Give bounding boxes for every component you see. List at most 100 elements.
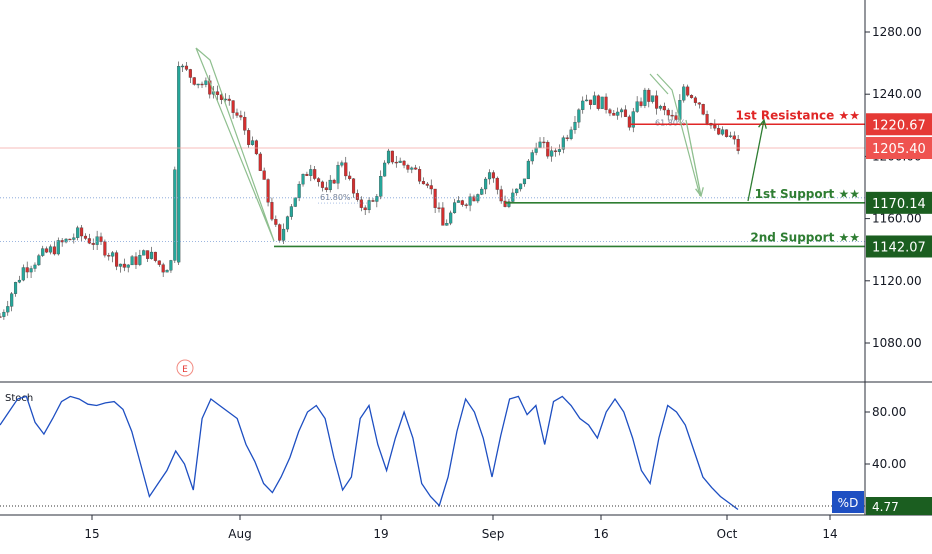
candle-body (464, 204, 468, 206)
level-label: 2nd Support ★★ (750, 230, 860, 244)
candle-body (17, 279, 21, 283)
projection-arrow[interactable] (685, 119, 702, 197)
candle-body (538, 141, 542, 148)
candle-body (647, 89, 651, 102)
candle-body (21, 267, 25, 281)
candle-body (317, 178, 321, 183)
price-axis-label: 1170.14 (872, 197, 926, 212)
stoch-pane[interactable]: Stoch (0, 393, 865, 511)
candle-body (429, 185, 433, 190)
candle-body (122, 263, 126, 268)
candle-body (173, 169, 177, 261)
price-axis-label: 1220.67 (872, 118, 926, 133)
candle-body (503, 200, 507, 207)
candle-body (45, 248, 49, 253)
candle-body (655, 95, 659, 109)
candle-body (495, 177, 499, 190)
price-axis-label-bg (866, 137, 932, 160)
candle-body (192, 77, 196, 85)
candle-body (491, 172, 495, 179)
candle-body (658, 105, 662, 109)
candle-body (72, 237, 76, 240)
candle-body (468, 196, 472, 206)
y-tick-label: 1280.00 (872, 25, 922, 39)
candle-body (250, 140, 255, 145)
candle-body (68, 238, 72, 241)
candle-body (713, 125, 717, 129)
x-tick-label: 15 (84, 527, 99, 541)
candle-body (472, 196, 476, 202)
price-axis-label-bg (866, 113, 932, 136)
candle-body (616, 111, 620, 116)
candle-body (157, 260, 161, 265)
candle-body (76, 227, 80, 238)
y-tick-label: 1160.00 (872, 212, 922, 226)
projection-triangle[interactable] (195, 47, 275, 242)
candle-body (29, 268, 33, 273)
candle-body (383, 162, 387, 177)
candle-body (577, 109, 581, 123)
candle-body (254, 140, 258, 155)
stoch-y-tick-label: 80.00 (872, 405, 906, 419)
x-axis-ticks[interactable]: 15 Aug 19 Sep 16 Oct 14 (84, 515, 838, 541)
candle-body (87, 238, 91, 244)
candle-body (6, 306, 10, 313)
x-tick-label: Sep (482, 527, 505, 541)
candle-body (526, 160, 530, 180)
candle-body (262, 170, 266, 180)
price-pane[interactable]: 61.80% 61.80% 1st Resistance ★★ 1st Suppor… (0, 0, 865, 382)
candle-body (103, 241, 107, 256)
candle-body (363, 207, 367, 211)
candle-body (631, 111, 635, 128)
candle-body (441, 207, 445, 226)
candle-body (542, 141, 546, 144)
candle-body (235, 112, 239, 116)
price-axis-label: 1142.07 (872, 240, 926, 255)
candle-body (565, 137, 569, 139)
candle-body (724, 129, 729, 137)
candle-body (386, 150, 391, 164)
candle-body (216, 91, 220, 95)
candle-body (25, 267, 29, 273)
y-tick-label: 1080.00 (872, 336, 922, 350)
bullish-arrow-head (758, 118, 767, 129)
candle-body (282, 228, 286, 241)
x-tick-label: 16 (593, 527, 608, 541)
candle-body (600, 96, 604, 109)
candle-body (351, 178, 356, 194)
candle-body (627, 116, 631, 128)
candle-body (554, 150, 558, 152)
candle-body (313, 169, 317, 179)
candle-body (336, 165, 340, 184)
event-marker-label: E (182, 365, 188, 375)
candle-body (623, 109, 628, 117)
candle-body (91, 243, 95, 245)
candle-body (266, 179, 270, 203)
bullish-arrow[interactable] (747, 119, 765, 202)
stoch-name-label: %D (838, 496, 859, 510)
candle-body (80, 227, 84, 237)
candle-body (394, 161, 398, 164)
candle-body (184, 65, 189, 70)
candle-body (585, 99, 589, 102)
candle-body (142, 250, 146, 256)
level-label: 1st Resistance ★★ (735, 108, 860, 122)
candle-body (398, 160, 402, 163)
projection-path[interactable] (656, 73, 701, 197)
candle-body (359, 199, 363, 208)
candle-body (406, 165, 410, 170)
candle-body (138, 255, 142, 265)
candle-body (239, 115, 243, 118)
earnings-event-marker[interactable]: E (176, 359, 194, 377)
candle-body (247, 130, 251, 145)
candle-body (56, 240, 60, 255)
candle-body (188, 69, 192, 78)
candle-body (550, 150, 554, 157)
candle-body (487, 172, 492, 180)
candle-body (686, 86, 690, 96)
candle-body (674, 115, 678, 120)
candle-body (379, 176, 383, 197)
stoch-value-label-bg (866, 497, 932, 515)
candle-body (592, 95, 596, 105)
